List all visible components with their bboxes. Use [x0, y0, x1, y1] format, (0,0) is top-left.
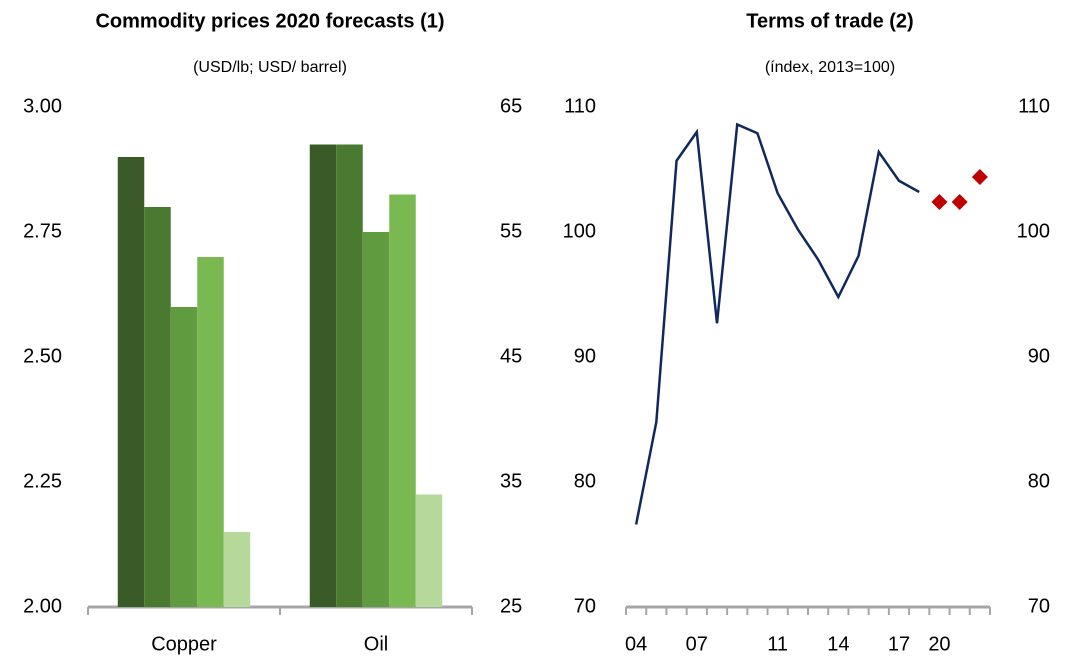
chart-subtitle: (índex, 2013=100)	[765, 59, 895, 76]
y2-tick-label: 25	[500, 595, 522, 617]
x-tick-label: 07	[686, 633, 708, 655]
bar	[117, 157, 145, 607]
y-tick-label: 2.00	[23, 595, 62, 617]
x-tick-label: 04	[625, 633, 647, 655]
x-tick-label: Copper	[151, 633, 217, 655]
marker	[971, 169, 988, 185]
bar	[336, 144, 363, 607]
y-tick-label: 2.75	[23, 220, 62, 242]
y-tick-label: 3.00	[23, 95, 62, 117]
y2-tick-label: 100	[1017, 220, 1050, 242]
y-tick-label: 100	[563, 220, 596, 242]
y2-tick-label: 80	[1028, 470, 1050, 492]
bar	[170, 307, 198, 607]
bar	[309, 144, 337, 607]
x-tick-label: Oil	[364, 633, 388, 655]
chart-title: Commodity prices 2020 forecasts (1)	[95, 10, 444, 32]
chart-subtitle: (USD/lb; USD/ barrel)	[193, 59, 347, 76]
chart-title: Terms of trade (2)	[746, 10, 913, 32]
marker	[931, 194, 948, 210]
bar	[197, 257, 224, 607]
y2-tick-label: 65	[500, 95, 522, 117]
y-tick-label: 2.50	[23, 345, 62, 367]
x-tick-label: 11	[767, 633, 788, 655]
y2-tick-label: 70	[1028, 595, 1050, 617]
x-tick-label: 20	[928, 633, 950, 655]
y-tick-label: 70	[574, 595, 596, 617]
bar	[223, 532, 251, 607]
y-tick-label: 80	[574, 470, 596, 492]
x-tick-label: 14	[827, 633, 849, 655]
y2-tick-label: 45	[500, 345, 522, 367]
y-tick-label: 110	[564, 95, 596, 117]
y-tick-label: 90	[574, 345, 596, 367]
x-tick-label: 17	[888, 633, 910, 655]
bar	[144, 207, 171, 607]
y2-tick-label: 35	[500, 470, 522, 492]
bar	[362, 232, 390, 607]
y-tick-label: 2.25	[23, 470, 62, 492]
line	[634, 122, 920, 525]
bar	[415, 494, 443, 607]
bar	[389, 194, 416, 607]
marker	[951, 194, 968, 210]
y2-tick-label: 90	[1028, 345, 1050, 367]
y2-tick-label: 55	[500, 220, 522, 242]
y2-tick-label: 110	[1018, 95, 1050, 117]
